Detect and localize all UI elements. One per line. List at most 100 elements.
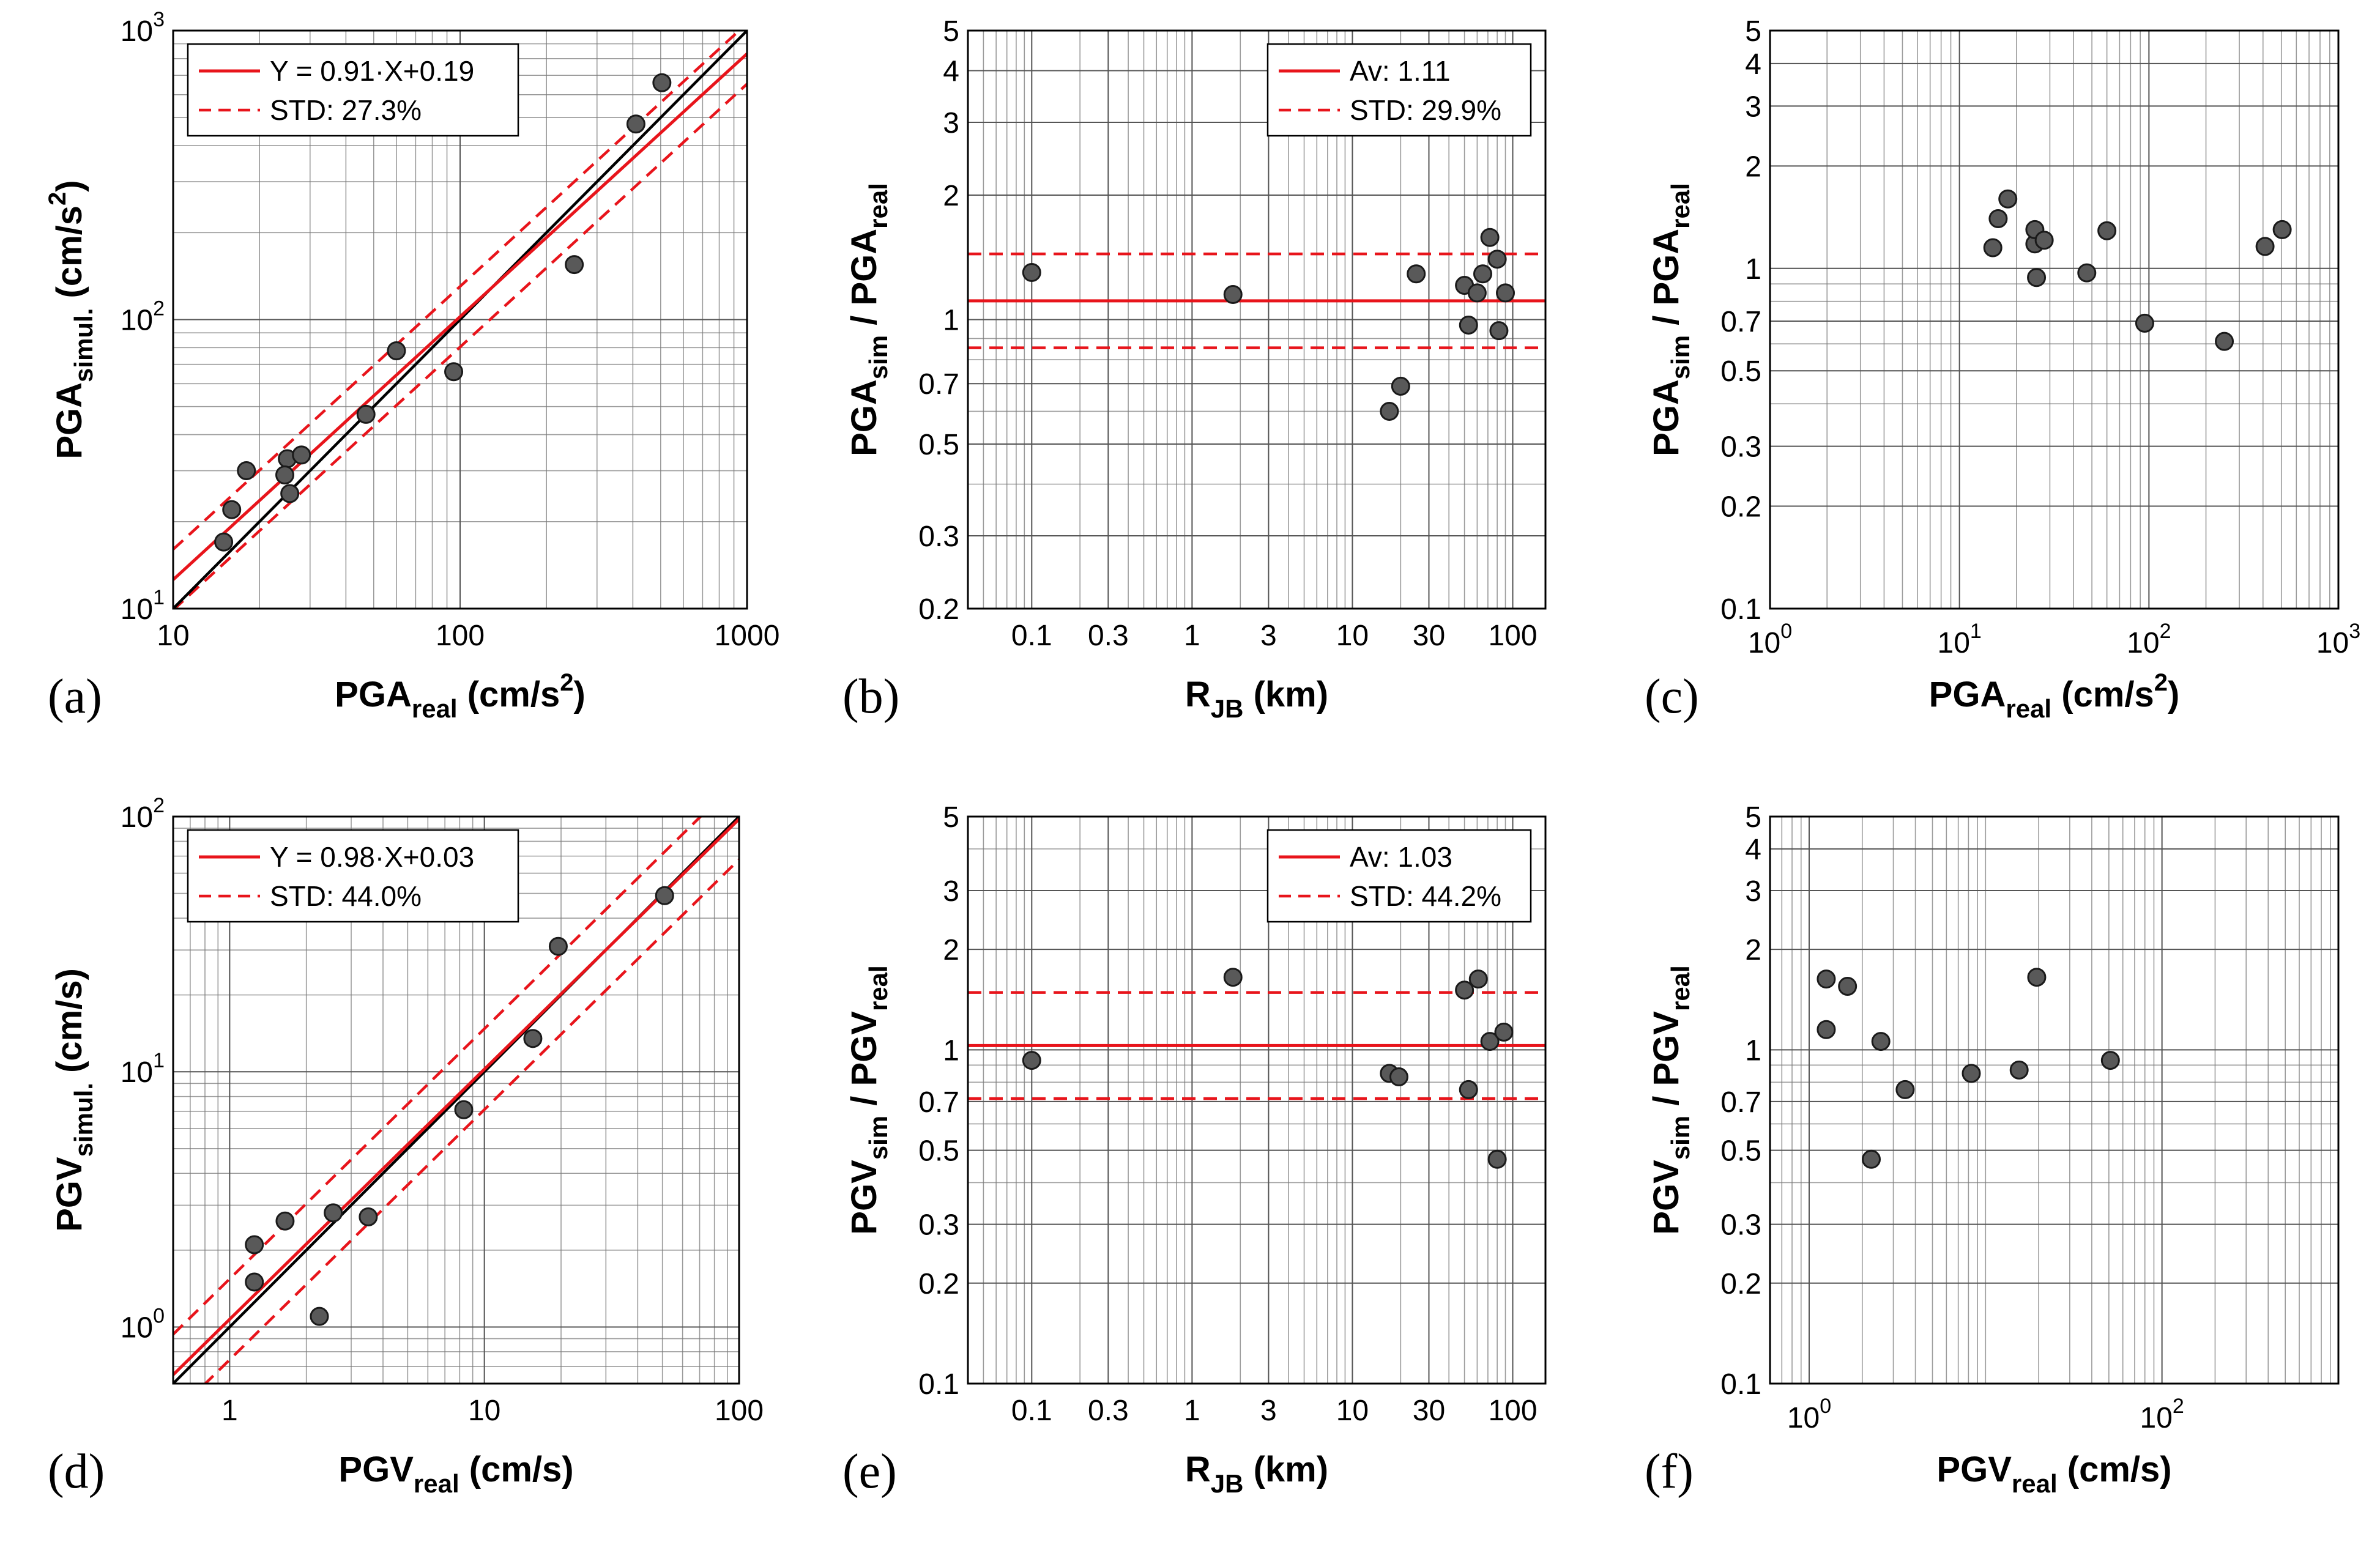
y-tick-label: 0.5 bbox=[1720, 1135, 1761, 1168]
legend-fit-label: Av: 1.11 bbox=[1350, 55, 1451, 87]
y-tick-label: 3 bbox=[943, 875, 959, 908]
y-tick-label: 0.5 bbox=[918, 429, 959, 461]
y-axis-label-f: PGVsim / PGVreal bbox=[1646, 965, 1695, 1234]
data-point bbox=[1455, 980, 1474, 1000]
legend-d: Y = 0.98·X+0.03 STD: 44.0% bbox=[187, 829, 519, 923]
panel-label-f: (f) bbox=[1645, 1445, 1694, 1499]
x-tick-label: 0.3 bbox=[1088, 620, 1129, 652]
y-tick-labels-e: 0.1 0.2 0.3 0.5 0.7 1 2 3 5 bbox=[918, 801, 959, 1401]
data-point bbox=[2255, 237, 2275, 256]
y-tick-label: 103 bbox=[121, 8, 165, 48]
y-tick-labels-d: 100 101 102 bbox=[121, 794, 165, 1344]
x-tick-label: 0.1 bbox=[1011, 620, 1052, 652]
legend-box bbox=[1266, 43, 1532, 137]
x-tick-label: 1000 bbox=[715, 620, 780, 652]
y-tick-label: 3 bbox=[943, 107, 959, 139]
axes-box-c bbox=[1769, 29, 2340, 610]
x-tick-label: 30 bbox=[1413, 620, 1445, 652]
y-tick-label: 3 bbox=[1745, 91, 1761, 123]
data-point bbox=[548, 936, 568, 956]
panel-b: 0.1 0.3 1 3 10 30 100 0.2 0.3 0.5 0.7 1 2 3 4 5 RJB (km)… bbox=[842, 15, 1547, 724]
data-point bbox=[237, 461, 256, 481]
x-tick-label: 1 bbox=[1184, 1395, 1200, 1427]
data-point bbox=[2097, 221, 2117, 240]
y-tick-label: 0.7 bbox=[918, 368, 959, 401]
data-point bbox=[214, 532, 234, 552]
data-point bbox=[2027, 268, 2047, 287]
x-tick-label: 0.1 bbox=[1011, 1395, 1052, 1427]
x-tick-label: 10 bbox=[157, 620, 189, 652]
x-tick-label: 100 bbox=[1488, 1395, 1537, 1427]
axes-box-e bbox=[967, 815, 1547, 1385]
series-d bbox=[173, 817, 739, 1384]
data-point bbox=[310, 1307, 329, 1326]
y-axis-label-b: PGAsim / PGAreal bbox=[844, 183, 893, 456]
data-point bbox=[1871, 1032, 1891, 1051]
y-tick-label: 2 bbox=[1745, 934, 1761, 966]
data-point bbox=[1223, 968, 1243, 987]
data-point bbox=[444, 362, 464, 382]
data-point bbox=[1895, 1080, 1915, 1099]
y-axis-label-d: PGVsimul. (cm/s) bbox=[50, 968, 98, 1232]
data-point bbox=[1468, 969, 1488, 989]
data-point bbox=[2034, 231, 2054, 250]
legend-fit-label: Y = 0.91·X+0.19 bbox=[270, 55, 474, 87]
data-point bbox=[1389, 1067, 1408, 1087]
data-point bbox=[1459, 1080, 1478, 1099]
x-tick-label: 101 bbox=[1938, 620, 1982, 659]
data-points-b bbox=[1022, 228, 1515, 421]
data-points-a bbox=[214, 73, 672, 552]
data-point bbox=[1496, 283, 1515, 303]
data-point bbox=[1022, 1051, 1041, 1070]
y-tick-label: 100 bbox=[121, 1304, 165, 1344]
legend-std-label: STD: 27.3% bbox=[270, 94, 422, 126]
y-tick-label: 102 bbox=[121, 794, 165, 834]
y-tick-label: 0.3 bbox=[918, 1209, 959, 1242]
panel-label-b: (b) bbox=[842, 670, 899, 724]
y-tick-label: 1 bbox=[1745, 253, 1761, 286]
axes-box-a bbox=[172, 29, 748, 610]
x-tick-labels-e: 0.1 0.3 1 3 10 30 100 bbox=[1011, 1395, 1538, 1427]
data-points-d bbox=[245, 886, 674, 1326]
x-tick-label: 30 bbox=[1413, 1395, 1445, 1427]
y-tick-label: 5 bbox=[943, 801, 959, 834]
axes-box-d bbox=[172, 815, 740, 1385]
data-point bbox=[1998, 189, 2018, 209]
x-tick-label: 100 bbox=[436, 620, 485, 652]
y-tick-label: 5 bbox=[1745, 801, 1761, 834]
panel-a: 10 100 1000 101 102 103 PGAreal (cm/s2) PGAsimu… bbox=[44, 8, 779, 724]
x-tick-label: 10 bbox=[1336, 1395, 1369, 1427]
x-axis-label-c: PGAreal (cm/s2) bbox=[1929, 669, 2180, 723]
data-point bbox=[1480, 1032, 1500, 1051]
y-tick-label: 0.1 bbox=[1720, 1368, 1761, 1401]
x-axis-label-f: PGVreal (cm/s) bbox=[1936, 1450, 2171, 1498]
fit-line bbox=[173, 818, 739, 1376]
legend-std-label: STD: 44.0% bbox=[270, 880, 422, 912]
y-tick-label: 5 bbox=[1745, 15, 1761, 48]
x-tick-label: 100 bbox=[1748, 620, 1792, 659]
x-tick-label: 0.3 bbox=[1088, 1395, 1129, 1427]
data-point bbox=[1817, 969, 1836, 989]
x-axis-label-d: PGVreal (cm/s) bbox=[338, 1450, 573, 1498]
data-point bbox=[2135, 313, 2154, 333]
data-point bbox=[1473, 264, 1492, 284]
data-point bbox=[1838, 977, 1858, 996]
data-point bbox=[1962, 1064, 1981, 1083]
legend-fit-label: Av: 1.03 bbox=[1350, 841, 1452, 873]
data-point bbox=[1459, 315, 1478, 335]
series-e bbox=[968, 991, 1545, 1100]
data-point bbox=[1380, 401, 1399, 421]
series-b bbox=[968, 252, 1545, 349]
y-tick-labels-c: 0.1 0.2 0.3 0.5 0.7 1 2 3 45 bbox=[1720, 15, 1761, 626]
series-a bbox=[173, 31, 747, 609]
x-axis-label-b: RJB (km) bbox=[1185, 675, 1328, 723]
x-tick-labels-f: 100 102 bbox=[1787, 1395, 2184, 1434]
y-tick-label: 4 bbox=[943, 56, 959, 88]
y-tick-label: 4 bbox=[1745, 834, 1761, 866]
x-tick-label: 100 bbox=[1787, 1395, 1831, 1434]
data-point bbox=[324, 1203, 343, 1223]
y-tick-labels-b: 0.2 0.3 0.5 0.7 1 2 3 4 5 bbox=[918, 15, 959, 626]
x-tick-label: 100 bbox=[1488, 620, 1537, 652]
data-point bbox=[275, 1211, 295, 1231]
one-to-one-line bbox=[173, 31, 747, 609]
